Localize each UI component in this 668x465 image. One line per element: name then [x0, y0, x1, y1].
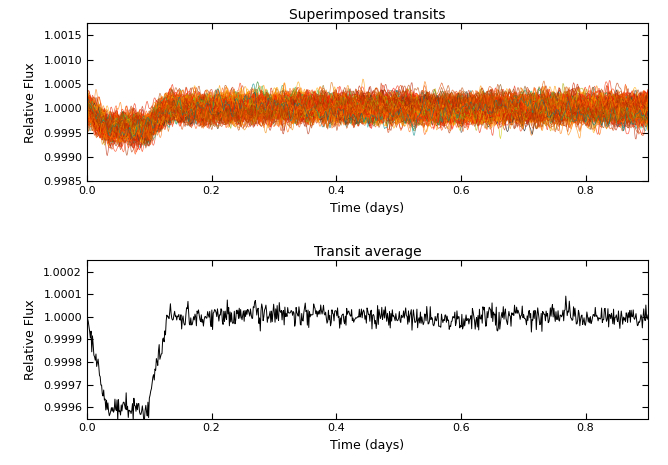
Title: Superimposed transits: Superimposed transits — [289, 8, 446, 22]
X-axis label: Time (days): Time (days) — [331, 202, 404, 215]
Y-axis label: Relative Flux: Relative Flux — [24, 299, 37, 380]
Title: Transit average: Transit average — [313, 245, 422, 259]
Y-axis label: Relative Flux: Relative Flux — [25, 62, 37, 143]
X-axis label: Time (days): Time (days) — [331, 439, 404, 452]
